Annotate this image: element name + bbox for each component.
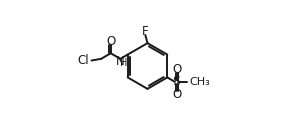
- Text: F: F: [142, 25, 149, 38]
- Text: H: H: [119, 58, 127, 68]
- Text: CH₃: CH₃: [190, 77, 210, 87]
- Text: N: N: [116, 55, 124, 68]
- Text: O: O: [172, 88, 181, 101]
- Text: Cl: Cl: [78, 54, 89, 67]
- Text: S: S: [172, 75, 180, 88]
- Text: O: O: [172, 63, 181, 76]
- Text: O: O: [106, 35, 115, 48]
